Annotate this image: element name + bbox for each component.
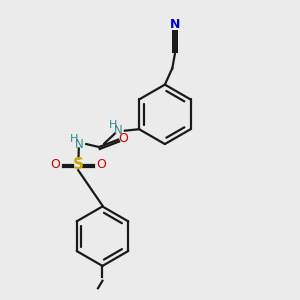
Text: S: S (73, 158, 84, 172)
Text: O: O (50, 158, 60, 171)
Text: O: O (96, 158, 106, 171)
Text: H: H (70, 134, 79, 144)
Text: N: N (75, 138, 84, 151)
Text: O: O (119, 132, 129, 145)
Text: N: N (114, 124, 123, 137)
Text: H: H (109, 120, 117, 130)
Text: N: N (170, 18, 181, 31)
